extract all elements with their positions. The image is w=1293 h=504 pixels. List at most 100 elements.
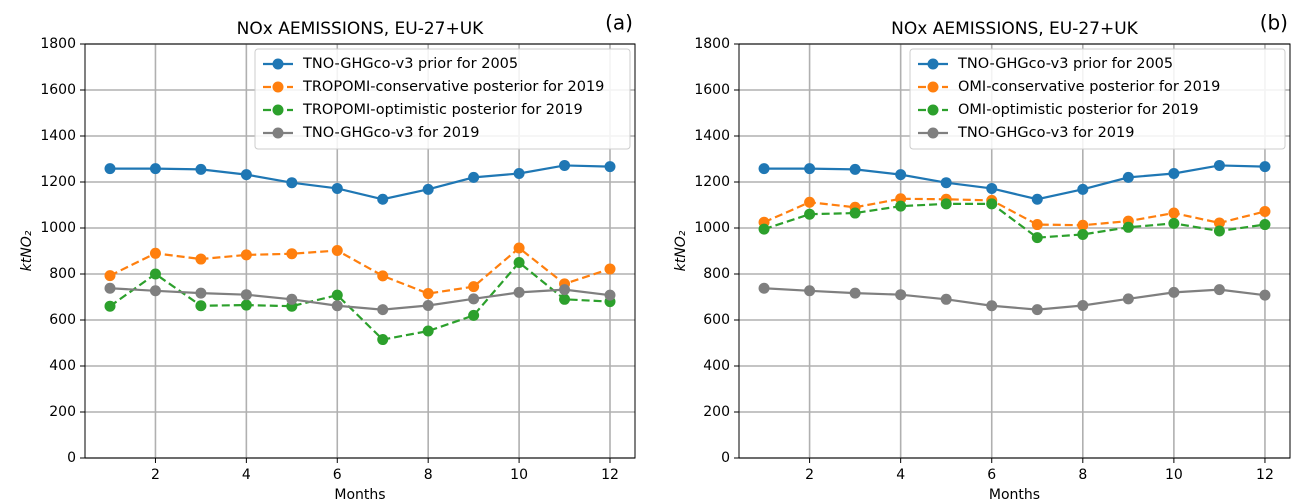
legend-label: TROPOMI-optimistic posterior for 2019: [302, 102, 583, 118]
data-point: [804, 285, 816, 297]
data-point: [468, 171, 480, 183]
data-point: [1168, 207, 1180, 219]
data-point: [986, 300, 998, 312]
axes-frame: [84, 43, 636, 459]
series-line: [764, 164, 1265, 201]
legend-marker: [272, 127, 284, 139]
legend-marker: [927, 58, 939, 70]
data-point: [331, 182, 343, 194]
legend-marker: [927, 127, 939, 139]
data-point: [1168, 286, 1180, 298]
data-point: [513, 257, 525, 268]
legend-label: TNO-GHGco-v3 prior for 2005: [957, 56, 1173, 72]
data-point: [422, 183, 434, 195]
x-tick-label: 2: [151, 467, 160, 483]
data-point: [940, 293, 952, 305]
data-point: [195, 287, 207, 299]
data-point: [1213, 225, 1225, 237]
data-point: [895, 169, 907, 181]
data-point: [1031, 193, 1043, 205]
x-axis-label: Months: [989, 487, 1040, 503]
y-tick-label: 0: [67, 450, 76, 466]
axes-frame: [738, 43, 1291, 459]
legend-marker: [272, 104, 284, 116]
data-point: [559, 159, 571, 171]
data-point: [286, 248, 298, 260]
data-point: [513, 286, 525, 298]
y-tick-label: 0: [721, 450, 730, 466]
data-point: [849, 163, 861, 175]
legend-label: OMI-optimistic posterior for 2019: [958, 102, 1199, 118]
data-point: [377, 304, 389, 316]
chart-panel: 0 200 400 600 800 1000 1200 1400 1600 1800 2 4 6 8 10 1…: [19, 11, 636, 503]
data-point: [895, 289, 907, 301]
data-point: [422, 325, 434, 337]
y-tick-label: 800: [703, 266, 730, 282]
x-tick-label: 8: [424, 467, 433, 483]
x-tick-label: 8: [1078, 467, 1087, 483]
y-tick-label: 200: [703, 404, 730, 420]
y-tick-label: 1800: [40, 36, 76, 52]
data-point: [422, 300, 434, 312]
legend-marker: [272, 58, 284, 70]
data-point: [104, 163, 116, 175]
chart-title: NOx AEMISSIONS, EU-27+UK: [891, 19, 1139, 39]
data-point: [513, 242, 525, 254]
data-point: [849, 207, 861, 219]
data-point: [604, 161, 616, 173]
data-point: [986, 198, 998, 210]
x-tick-label: 12: [601, 467, 619, 483]
legend-box: [254, 48, 631, 150]
x-tick-label: 2: [805, 467, 814, 483]
data-point: [1213, 217, 1225, 229]
data-point: [1122, 171, 1134, 183]
legend-label: TROPOMI-conservative posterior for 2019: [302, 79, 604, 95]
data-point: [559, 284, 571, 296]
series-line: [109, 246, 611, 295]
x-tick-label: 4: [896, 467, 905, 483]
y-tick-label: 600: [703, 312, 730, 328]
chart-title: NOx AEMISSIONS, EU-27+UK: [237, 19, 485, 39]
data-point: [240, 249, 252, 261]
legend-label: OMI-conservative posterior for 2019: [958, 79, 1220, 95]
data-point: [559, 293, 571, 305]
data-point: [377, 270, 389, 282]
data-point: [195, 253, 207, 265]
data-point: [849, 287, 861, 299]
data-point: [1031, 219, 1043, 231]
data-point: [1213, 159, 1225, 171]
legend-box: [909, 48, 1286, 150]
data-point: [604, 289, 616, 301]
y-tick-label: 1000: [694, 220, 730, 236]
series-line: [110, 164, 611, 201]
data-point: [331, 245, 343, 257]
x-tick-label: 10: [1165, 467, 1183, 483]
data-point: [422, 288, 434, 300]
y-tick-label: 1000: [40, 220, 76, 236]
series-line: [763, 197, 1266, 227]
data-point: [1077, 300, 1089, 312]
data-point: [1259, 289, 1271, 301]
y-axis-label: ktNO₂: [673, 230, 689, 271]
data-point: [240, 169, 252, 181]
data-point: [804, 196, 816, 208]
data-point: [1077, 228, 1089, 240]
y-tick-label: 1200: [40, 174, 76, 190]
y-tick-label: 600: [49, 312, 76, 328]
data-point: [1077, 219, 1089, 231]
data-point: [804, 208, 816, 220]
data-point: [331, 289, 343, 301]
data-point: [804, 163, 816, 175]
data-point: [1259, 219, 1271, 231]
x-axis-label: Months: [334, 487, 385, 503]
legend-marker: [927, 104, 939, 116]
data-point: [195, 300, 207, 312]
y-tick-label: 200: [49, 404, 76, 420]
x-tick-label: 4: [242, 467, 251, 483]
x-tick-label: 10: [510, 467, 528, 483]
data-point: [1259, 161, 1271, 173]
y-tick-label: 400: [703, 358, 730, 374]
y-tick-label: 1600: [40, 82, 76, 98]
y-tick-label: 1800: [694, 36, 730, 52]
